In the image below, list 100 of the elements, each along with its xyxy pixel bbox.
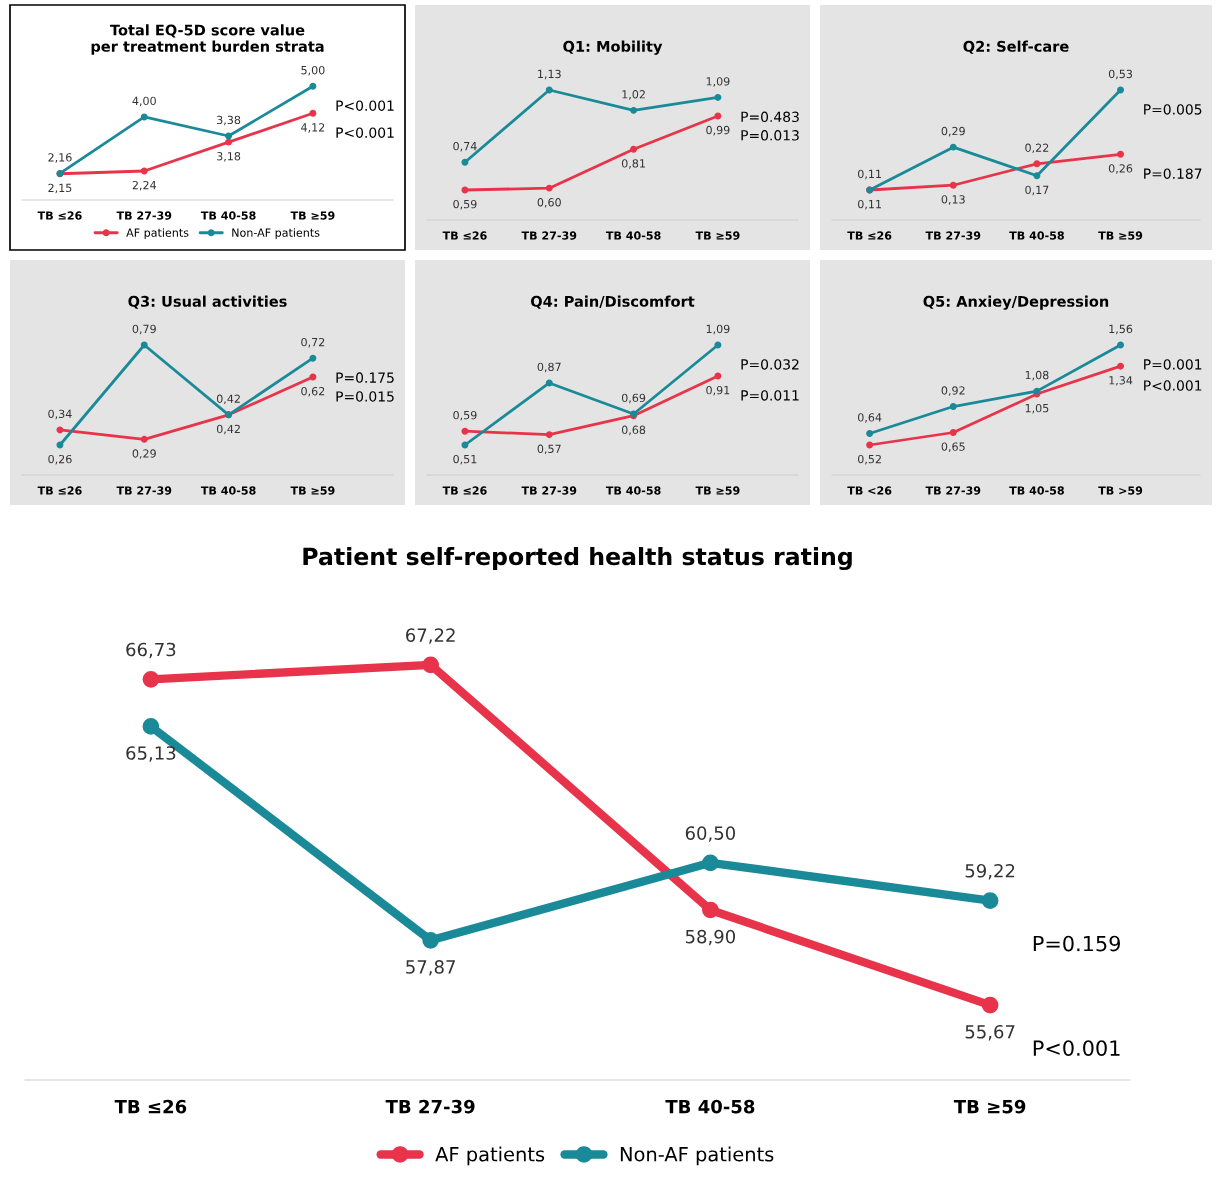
x-tick-label: TB ≥59 (290, 211, 335, 220)
x-tick-label: TB 40-58 (605, 486, 661, 495)
x-tick-label: TB 40-58 (1009, 486, 1064, 495)
data-label: 0,65 (941, 442, 965, 452)
data-label: 5,00 (301, 65, 325, 76)
data-label: 0,74 (453, 141, 477, 152)
x-tick-label: TB 40-58 (200, 211, 256, 220)
data-label: 0,99 (706, 125, 730, 136)
annotation: P=0.175 (336, 372, 394, 383)
data-label: 0,57 (537, 444, 561, 455)
data-label: 0,42 (216, 424, 240, 435)
data-label: 0,79 (132, 324, 156, 335)
x-tick-label: TB ≥59 (290, 486, 335, 495)
data-label: 58,90 (685, 929, 736, 946)
x-tick-label: TB 27-39 (116, 486, 172, 495)
data-label: 4,12 (301, 123, 325, 133)
data-label: 0,17 (1025, 185, 1049, 196)
annotation: P=0.001 (1144, 359, 1202, 370)
x-tick-label: TB 40-58 (1009, 231, 1064, 240)
data-label: 0,26 (1108, 164, 1133, 174)
chart-title: Q1: Mobility (563, 40, 663, 55)
data-label: 2,16 (48, 153, 72, 163)
data-label: 1,34 (1109, 376, 1133, 386)
x-tick-label: TB 27-39 (925, 231, 981, 240)
annotation: P=0.032 (741, 359, 799, 370)
legend-label: Non-AF patients (620, 1146, 774, 1166)
annotation: P<0.001 (1144, 380, 1202, 391)
data-label: 0,68 (621, 425, 646, 436)
data-label: 66,73 (126, 642, 176, 659)
chart-title: Q5: Anxiey/Depression (923, 295, 1109, 310)
annotation: P<0.001 (336, 127, 394, 138)
x-tick-label: TB ≥59 (695, 486, 740, 495)
data-label: 0,11 (858, 199, 881, 210)
x-tick-label: TB 27-39 (116, 211, 172, 220)
data-label: 0,29 (941, 126, 965, 137)
x-tick-label: TB ≥59 (1098, 231, 1143, 240)
chart-title: Patient self-reported health status rating (303, 547, 852, 571)
data-label: 4,00 (132, 96, 156, 107)
data-label: 1,13 (538, 69, 561, 80)
annotation: P<0.001 (336, 100, 394, 111)
data-label: 0,92 (941, 386, 965, 396)
data-label: 1,02 (622, 90, 645, 100)
data-label: 59,22 (965, 863, 1015, 880)
x-tick-label: TB ≤26 (37, 486, 82, 495)
data-label: 0,26 (48, 454, 72, 465)
data-label: 0,59 (453, 199, 477, 210)
data-label: 0,51 (453, 454, 477, 465)
data-label: 2,15 (48, 183, 72, 194)
x-tick-label: TB ≤26 (847, 231, 892, 240)
x-tick-label: TB 40-58 (605, 231, 661, 240)
data-label: 0,34 (48, 409, 72, 420)
data-label: 2,24 (132, 180, 157, 191)
legend-label: AF patients (435, 1146, 545, 1166)
x-tick-label: TB 27-39 (521, 231, 577, 240)
data-label: 0,11 (858, 169, 881, 180)
data-label: 0,52 (858, 454, 881, 465)
data-label: 0,42 (216, 394, 240, 405)
annotation: P=0.015 (336, 391, 394, 402)
x-tick-label: TB 27-39 (521, 486, 577, 495)
data-label: 0,13 (941, 195, 965, 205)
data-label: 60,50 (685, 826, 736, 842)
data-label: 0,87 (537, 362, 561, 373)
chart-title: Q3: Usual activities (128, 295, 287, 309)
chart-title: Q2: Self-care (963, 40, 1069, 54)
x-tick-label: TB 27-39 (385, 1099, 475, 1114)
data-label: 0,62 (301, 386, 325, 397)
x-tick-label: TB ≤26 (37, 211, 82, 220)
data-label: 65,13 (126, 746, 176, 762)
annotation: P=0.483 (741, 111, 799, 123)
annotation: P=0.013 (741, 130, 799, 141)
x-tick-label: TB ≤26 (442, 486, 487, 495)
x-tick-label: TB 40-58 (200, 486, 256, 495)
annotation: P=0.159 (1033, 935, 1120, 952)
data-label: 0,69 (621, 393, 646, 404)
data-label: 1,09 (706, 77, 730, 87)
data-label: 1,05 (1025, 403, 1049, 414)
data-label: 1,09 (706, 324, 730, 335)
data-label: 0,91 (706, 385, 730, 396)
legend-label: Non-AF patients (232, 228, 320, 239)
data-label: 0,59 (453, 410, 477, 421)
x-tick-label: TB <26 (847, 486, 892, 495)
data-label: 1,08 (1025, 370, 1049, 381)
data-label: 0,22 (1025, 143, 1049, 154)
data-label: 3,18 (217, 152, 241, 162)
x-tick-label: TB >59 (1098, 486, 1143, 495)
chart-title: Q4: Pain/Discomfort (530, 295, 695, 309)
annotation: P=0.005 (1144, 104, 1202, 115)
data-label: 0,53 (1108, 69, 1133, 80)
legend-label: AF patients (126, 228, 189, 239)
annotation: P=0.187 (1144, 168, 1202, 179)
data-label: 0,60 (537, 198, 561, 208)
x-tick-label: TB ≥59 (695, 231, 740, 240)
data-label: 1,56 (1109, 324, 1133, 335)
x-tick-label: TB 40-58 (665, 1099, 755, 1114)
data-label: 0,29 (132, 449, 156, 459)
data-label: 57,87 (406, 960, 455, 976)
data-label: 55,67 (965, 1024, 1015, 1041)
data-label: 3,38 (217, 115, 241, 126)
data-label: 67,22 (406, 628, 455, 644)
x-tick-label: TB ≤26 (442, 231, 487, 240)
